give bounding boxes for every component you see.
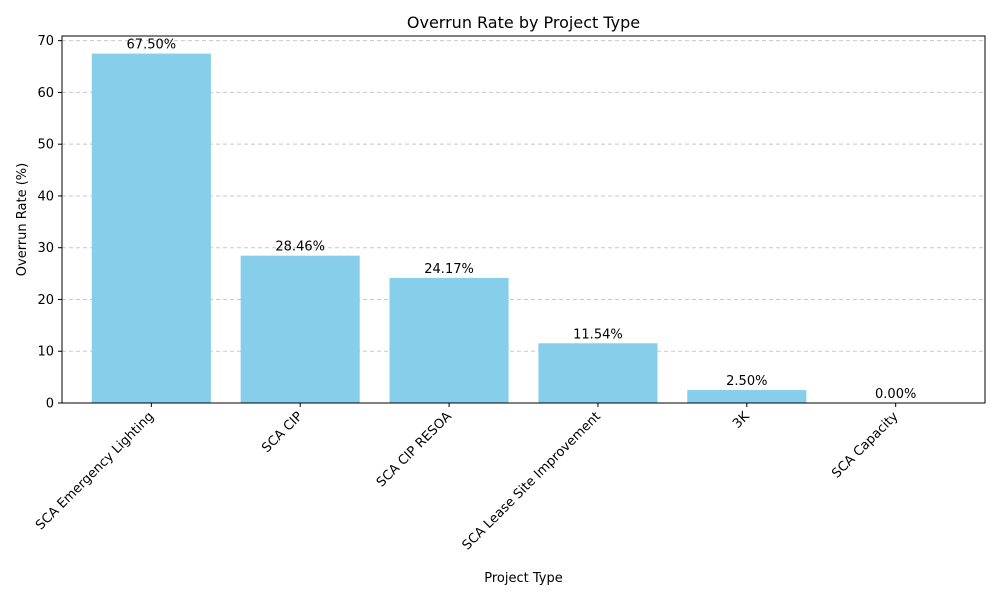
y-tick-label: 40 [37,189,54,204]
y-tick-label: 70 [37,34,54,49]
x-axis-label: Project Type [484,571,562,586]
plot-frame [61,35,986,404]
y-tick-label: 10 [37,345,54,360]
data-label: 0.00% [875,387,916,402]
y-tick-label: 30 [37,241,54,256]
data-label: 28.46% [275,240,325,255]
bar [538,343,658,403]
y-ticks: 0 10 20 30 40 50 60 70 [37,34,62,412]
y-tick-label: 20 [37,293,54,308]
data-labels: 67.50% 28.46% 24.17% 11.54% 2.50% 0.00% [127,38,917,402]
bars [91,53,807,404]
data-label: 2.50% [726,374,767,389]
data-label: 24.17% [424,262,474,277]
y-axis-label: Overrun Rate (%) [15,163,30,276]
y-tick-label: 50 [37,138,54,153]
y-tick-label: 60 [37,86,54,101]
bar [687,390,807,403]
bar [240,255,360,403]
data-label: 11.54% [573,327,623,342]
bar [91,53,211,404]
chart-title: Overrun Rate by Project Type [407,13,640,32]
y-tick-label: 0 [46,397,54,412]
data-label: 67.50% [127,38,177,53]
bar [389,277,509,403]
